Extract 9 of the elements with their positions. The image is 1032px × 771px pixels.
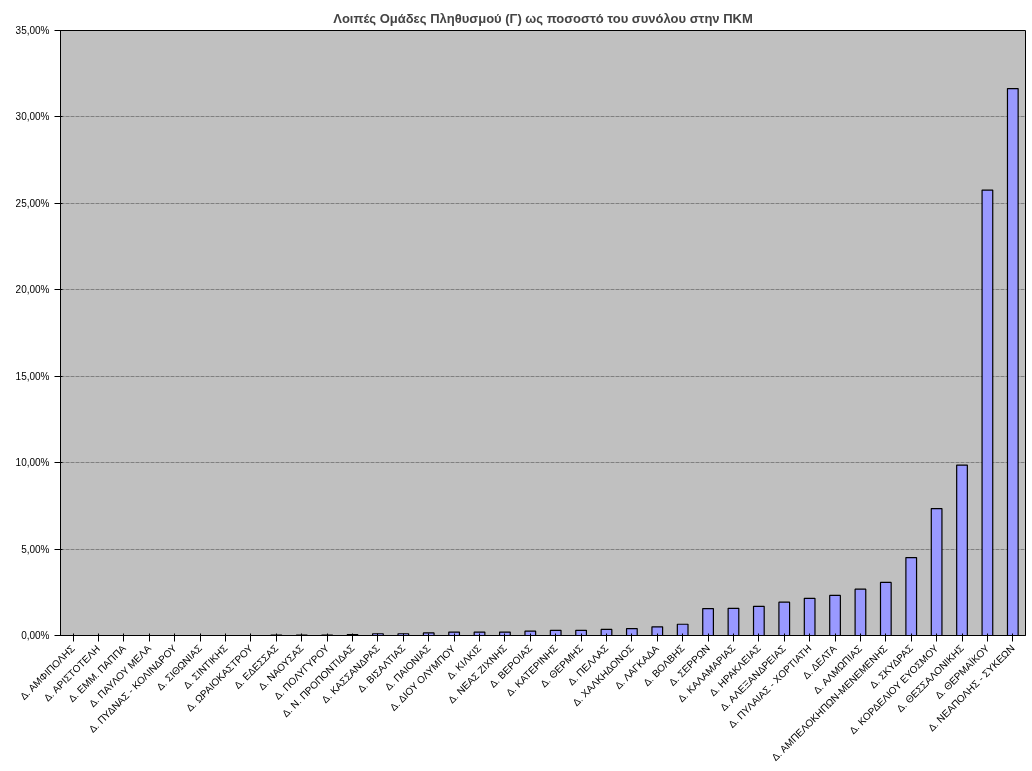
chart-title: Λοιπές Ομάδες Πληθυσμού (Γ) ως ποσοστό του συνόλου στην ΠΚΜ [333,10,753,26]
y-tick-label: 15,00% [15,370,50,382]
y-tick-label: 10,00% [15,457,50,469]
y-tick-label: 35,00% [15,25,50,36]
y-tick-label: 5,00% [21,543,50,555]
y-tick-label: 25,00% [15,197,50,209]
y-tick-label: 20,00% [15,284,50,296]
y-tick-label: 30,00% [15,111,50,123]
y-tick-label: 0,00% [21,630,50,641]
